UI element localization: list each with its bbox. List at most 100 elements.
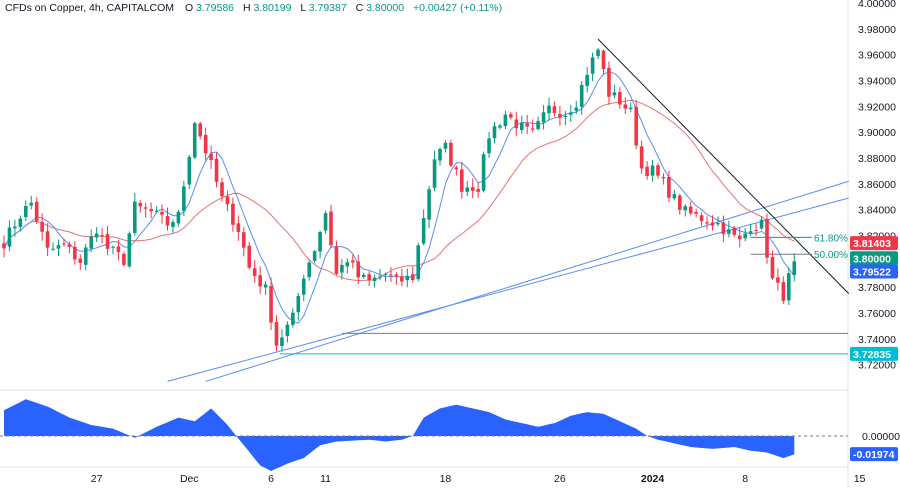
candle-body — [383, 274, 388, 276]
candle-body — [781, 282, 786, 301]
y-tick-label: 3.96000 — [858, 50, 896, 62]
candle — [24, 200, 28, 222]
candle — [220, 177, 224, 202]
candle — [89, 229, 93, 253]
price-label-2: 3.79522 — [850, 264, 898, 279]
candle-body — [454, 167, 459, 170]
candle-body — [323, 213, 328, 231]
time-axis[interactable]: 27 Dec 6 11 18 26 2024 8 15 — [91, 473, 866, 485]
candle-body — [176, 211, 181, 224]
candle — [160, 204, 164, 224]
candle-body — [301, 278, 306, 295]
candle — [143, 202, 148, 218]
candle-body — [394, 274, 399, 277]
candle-body — [596, 49, 600, 57]
candle-body — [269, 285, 273, 323]
candle-body — [89, 236, 93, 249]
low-label: L — [300, 2, 306, 14]
candle — [40, 213, 44, 241]
x-tick-label: 11 — [320, 473, 331, 485]
y-tick-label: 3.98000 — [858, 24, 896, 36]
candle-body — [62, 243, 66, 245]
candle — [656, 162, 660, 179]
symbol-title[interactable]: CFDs on Copper, 4h, CAPITALCOM — [5, 2, 175, 14]
candle-body — [372, 277, 377, 282]
candle-body — [776, 277, 780, 283]
candle — [601, 49, 606, 75]
candle-body — [519, 122, 524, 130]
candle-body — [367, 274, 371, 281]
candle-body — [541, 112, 546, 123]
candle — [541, 105, 546, 130]
candle-body — [318, 232, 322, 252]
candle-body — [56, 245, 61, 249]
candle — [62, 238, 66, 247]
candle — [318, 230, 322, 259]
candle-body — [73, 246, 77, 260]
change-value: +0.00427 (+0.11%) — [413, 2, 503, 14]
candle-body — [127, 233, 132, 267]
x-tick-label: Dec — [180, 473, 199, 485]
candle-body — [40, 222, 44, 232]
moving-average-2 — [3, 71, 795, 324]
candle — [514, 111, 519, 137]
candle — [792, 253, 797, 282]
candle — [590, 52, 595, 82]
candle — [351, 254, 355, 269]
candle-body — [765, 218, 769, 258]
y-tick-label: 3.90000 — [858, 127, 896, 139]
candle-body — [296, 295, 301, 313]
high-label: H — [242, 2, 251, 14]
candle — [307, 260, 311, 281]
price-label-0-bg — [850, 236, 898, 251]
candle-body — [481, 154, 486, 191]
candle — [732, 225, 737, 237]
candle-body — [143, 207, 148, 209]
candle — [470, 178, 475, 199]
y-tick-label: 4.00000 — [858, 0, 896, 10]
candle-body — [438, 149, 442, 161]
candle-body — [29, 202, 34, 206]
candle — [770, 250, 775, 280]
candle — [285, 321, 290, 343]
candle-body — [770, 256, 775, 279]
candle — [765, 213, 769, 264]
candle-body — [503, 114, 508, 127]
high-value: 3.80199 — [253, 2, 292, 14]
y-tick-label: 3.78000 — [858, 282, 896, 294]
candle-body — [138, 203, 143, 207]
candle-body — [688, 206, 693, 214]
candle-body — [410, 274, 415, 281]
candle — [187, 154, 192, 189]
candle — [694, 208, 698, 218]
candle — [683, 204, 688, 217]
candle-body — [618, 92, 622, 105]
y-tick-label: 3.76000 — [858, 308, 896, 320]
candle-body — [612, 92, 617, 96]
candle — [100, 227, 104, 244]
candle — [716, 216, 720, 227]
candle-body — [705, 222, 709, 224]
candle-body — [252, 268, 257, 277]
x-tick-label: 2024 — [641, 473, 665, 485]
candle — [291, 308, 295, 328]
fib-50-label: 50.00% — [814, 250, 848, 261]
candle-body — [209, 153, 213, 161]
candle-body — [334, 246, 339, 274]
candle-body — [552, 106, 557, 114]
candle — [476, 182, 480, 198]
candle — [171, 219, 175, 233]
candle — [678, 193, 682, 215]
x-tick-label: 26 — [554, 473, 566, 485]
candle-body — [307, 262, 311, 278]
candle-body — [748, 231, 753, 234]
candle — [612, 84, 617, 99]
moving-averages — [3, 71, 795, 324]
candle — [748, 223, 753, 237]
candle-body — [432, 159, 437, 188]
candle — [214, 152, 219, 188]
candle — [236, 215, 241, 241]
